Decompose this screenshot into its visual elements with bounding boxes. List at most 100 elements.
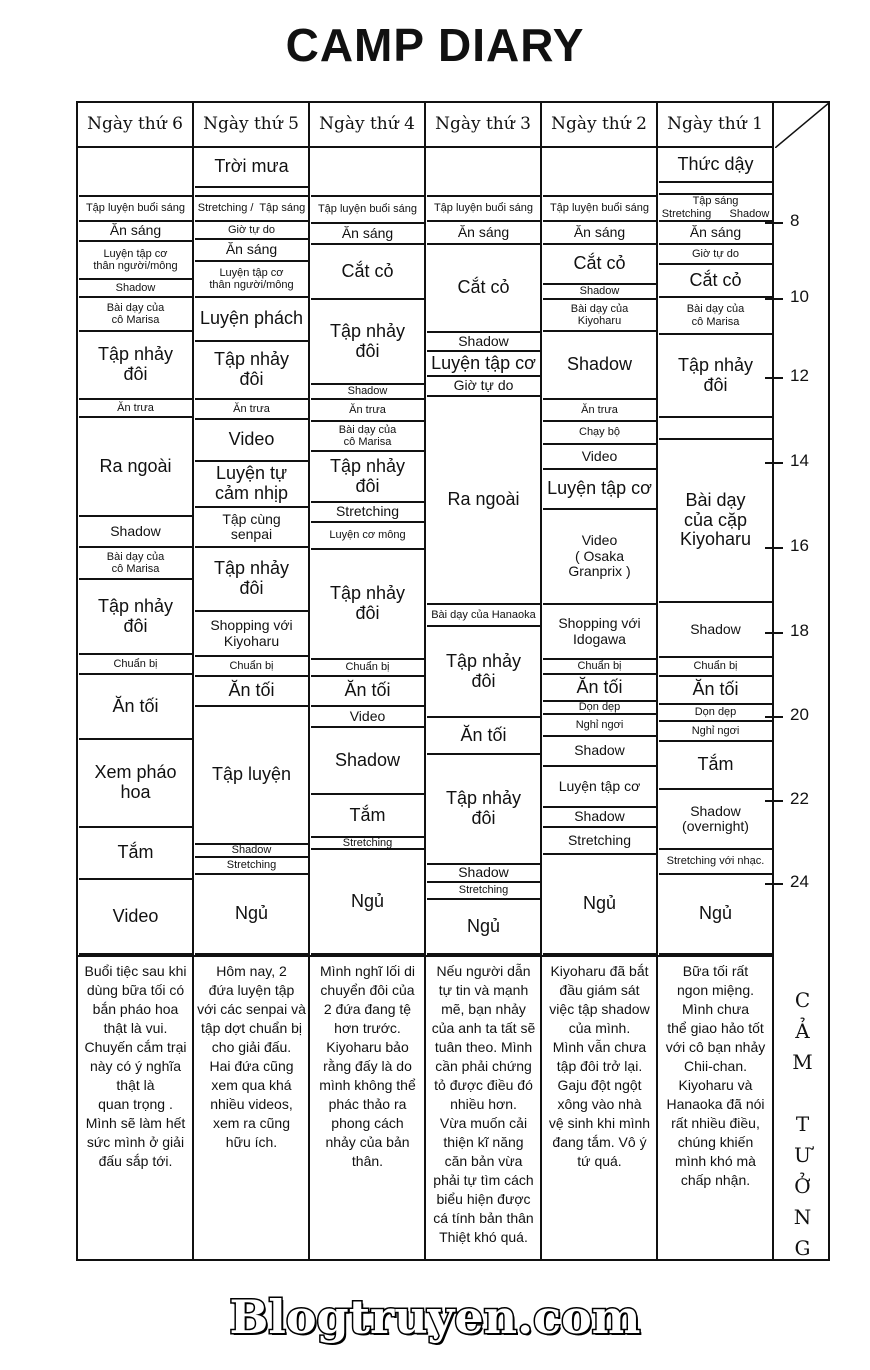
schedule-cell: Tập nhảy đôi	[195, 342, 308, 400]
schedule-cell: Shadow	[79, 280, 192, 298]
column-header: Ngày thứ 5	[193, 102, 309, 148]
schedule-cell: Video	[195, 420, 308, 462]
schedule-cell: Shopping với Idogawa	[543, 605, 656, 660]
schedule-cell: Bài dạy của cô Marisa	[79, 548, 192, 580]
time-label: 16	[790, 536, 809, 555]
time-label: 22	[790, 789, 809, 808]
schedule-cell: Luyện tập cơ thân người/mông	[195, 262, 308, 298]
schedule-cell: Shadow	[427, 333, 540, 352]
schedule-cell: Bài dạy của Kiyoharu	[543, 300, 656, 332]
schedule-cell: Ăn trưa	[543, 400, 656, 422]
schedule-cell: Xem pháo hoa	[79, 740, 192, 828]
schedule-cell: Tập nhảy đôi	[79, 580, 192, 655]
watermark-logo: Blogtruyen.com	[228, 1289, 642, 1346]
schedule-cell: Tập luyện buổi sáng	[427, 197, 540, 222]
schedule-cell: Ăn trưa	[311, 400, 424, 422]
schedule-cell: Ăn tối	[195, 677, 308, 707]
schedule-cell: Bài dạy của cô Marisa	[311, 422, 424, 452]
time-label: 10	[790, 287, 809, 306]
schedule-cell: Luyện cơ mông	[311, 523, 424, 550]
diary-note: Hôm nay, 2 đứa luyện tập với các senpai …	[197, 963, 306, 1151]
schedule-cell: Shadow	[79, 517, 192, 548]
schedule-cell: Ăn sáng	[659, 222, 772, 245]
time-label: 24	[790, 872, 809, 891]
column-header: Ngày thứ 2	[541, 102, 657, 148]
schedule-cell: Tắm	[659, 742, 772, 790]
time-label: 18	[790, 621, 809, 640]
schedule-cell: Ăn trưa	[195, 400, 308, 420]
column-divider	[656, 101, 658, 1261]
diary-note: Bữa tối rất ngon miệng. Mình chưa thể gi…	[665, 963, 766, 1189]
schedule-cell: Shadow	[543, 737, 656, 767]
schedule-cell	[195, 188, 308, 197]
schedule-cell: Dọn dẹp	[543, 701, 656, 715]
time-label: 8	[790, 211, 800, 230]
schedule-cell: Tập luyện buổi sáng	[79, 197, 192, 222]
column-header: Ngày thứ 1	[657, 102, 773, 148]
schedule-cell	[427, 148, 540, 197]
time-tick	[765, 222, 783, 224]
schedule-cell: Ngủ	[543, 855, 656, 955]
column-divider	[540, 101, 542, 1261]
schedule-cell: Tập nhảy đôi	[659, 335, 772, 418]
schedule-cell: Ngủ	[659, 875, 772, 955]
column-header: Ngày thứ 4	[309, 102, 425, 148]
time-tick	[765, 547, 783, 549]
column-divider	[192, 101, 194, 1261]
schedule-cell: Tập luyện	[195, 707, 308, 845]
schedule-cell: Ngủ	[427, 900, 540, 955]
time-tick	[765, 800, 783, 802]
schedule-cell: Chuẩn bị	[195, 657, 308, 677]
schedule-cell	[659, 418, 772, 440]
schedule-cell: Ăn sáng	[543, 222, 656, 245]
schedule-cell: Ăn sáng	[195, 240, 308, 262]
schedule-cell: Tập nhảy đôi	[427, 627, 540, 718]
column-header: Ngày thứ 3	[425, 102, 541, 148]
schedule-cell: Bài dạy của Hanaoka	[427, 605, 540, 627]
schedule-cell: Stretching	[195, 858, 308, 875]
schedule-cell: Video	[543, 445, 656, 470]
column-divider	[76, 101, 78, 1261]
schedule-cell: Tập nhảy đôi	[195, 548, 308, 612]
schedule-cell: Luyện tập cơ	[543, 767, 656, 808]
schedule-cell: Ăn sáng	[79, 222, 192, 242]
schedule-cell: Thức dậy	[659, 148, 772, 183]
corner-diagonal	[775, 102, 830, 148]
schedule-cell: Dọn dẹp	[659, 705, 772, 722]
schedule-cell: Tập cùng senpai	[195, 508, 308, 548]
schedule-cell: Ăn tối	[543, 675, 656, 702]
schedule-cell: Tập luyện buổi sáng	[543, 197, 656, 222]
schedule-cell: Ngủ	[311, 850, 424, 955]
time-label: 14	[790, 451, 809, 470]
schedule-cell: Bài dạy của cô Marisa	[659, 298, 772, 335]
schedule-cell: Ăn sáng	[311, 224, 424, 245]
time-tick	[765, 716, 783, 718]
time-tick	[765, 377, 783, 379]
schedule-cell: Ăn tối	[427, 718, 540, 755]
schedule-cell: Luyện phách	[195, 298, 308, 342]
time-tick	[765, 883, 783, 885]
schedule-cell: Ăn trưa	[79, 400, 192, 418]
schedule-cell: Cắt cỏ	[311, 245, 424, 300]
schedule-cell: Tập luyện buổi sáng	[311, 197, 424, 224]
diary-note: Buổi tiệc sau khi dùng bữa tối có bắn ph…	[84, 963, 187, 1170]
schedule-cell: Luyện tập cơ	[543, 470, 656, 510]
schedule-cell: Chạy bộ	[543, 422, 656, 445]
schedule-cell: Chuẩn bị	[543, 660, 656, 675]
schedule-cell: Giờ tự do	[195, 222, 308, 240]
schedule-cell: Nghỉ ngơi	[659, 722, 772, 742]
notes-divider	[77, 955, 773, 957]
schedule-cell: Stretching	[311, 503, 424, 523]
schedule-cell: Shadow	[543, 332, 656, 400]
schedule-cell: Luyện tập cơ	[427, 352, 540, 377]
column-divider	[308, 101, 310, 1261]
schedule-cell: Giờ tự do	[659, 245, 772, 265]
schedule-cell: Video	[79, 880, 192, 955]
schedule-cell: Video	[311, 707, 424, 728]
schedule-cell: Shadow	[427, 865, 540, 883]
schedule-cell: Ăn tối	[311, 677, 424, 707]
schedule-cell: Shopping với Kiyoharu	[195, 612, 308, 657]
schedule-cell: Chuẩn bị	[79, 655, 192, 675]
schedule-cell: Tập nhảy đôi	[311, 550, 424, 660]
time-label: 12	[790, 366, 809, 385]
